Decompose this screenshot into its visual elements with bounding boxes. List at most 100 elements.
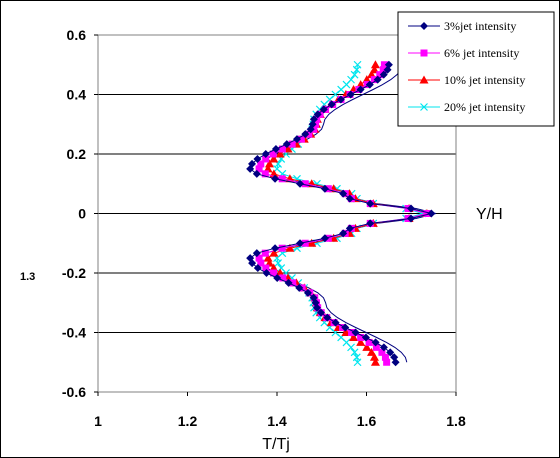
y-tick-label: 0 — [78, 206, 86, 222]
data-point — [312, 303, 321, 312]
data-point — [257, 160, 265, 168]
data-point — [257, 259, 265, 267]
data-point — [271, 244, 280, 253]
y-tick-label: 0.6 — [67, 27, 87, 43]
data-point — [379, 343, 388, 352]
data-point — [336, 95, 345, 104]
data-point — [353, 358, 362, 367]
series-1 — [246, 60, 436, 367]
data-point — [365, 338, 373, 346]
data-point — [406, 214, 415, 223]
data-point — [316, 308, 325, 317]
data-point — [356, 85, 365, 94]
data-point — [284, 278, 293, 287]
data-point — [339, 229, 348, 238]
legend-item: 20% jet intensity — [408, 100, 525, 114]
data-point — [288, 140, 296, 148]
data-point — [320, 234, 329, 243]
data-point — [269, 154, 279, 163]
data-point — [339, 189, 348, 198]
legend-marker — [420, 49, 428, 57]
data-point — [307, 238, 317, 247]
data-point — [246, 164, 255, 173]
data-point — [263, 253, 273, 262]
data-point — [265, 159, 275, 168]
data-point — [349, 332, 359, 341]
data-point — [366, 219, 375, 228]
legend-label: 6% jet intensity — [444, 46, 519, 60]
data-point — [346, 90, 355, 99]
data-point — [292, 135, 301, 144]
series-group — [246, 60, 437, 367]
data-point — [269, 248, 279, 257]
data-point — [282, 140, 291, 149]
stray-label: 1.3 — [20, 271, 35, 283]
legend-label: 3%jet intensity — [444, 19, 516, 33]
data-point — [361, 333, 370, 342]
data-point — [406, 204, 415, 213]
data-point — [279, 274, 287, 282]
data-point — [386, 348, 395, 357]
data-point — [348, 329, 356, 336]
legend-marker — [420, 103, 428, 111]
data-point — [253, 264, 262, 273]
data-point — [278, 175, 286, 183]
data-point — [269, 269, 277, 277]
legend-item: 3%jet intensity — [408, 19, 516, 33]
legend-item: 6% jet intensity — [408, 46, 519, 60]
data-point — [295, 239, 304, 248]
y-axis-title: Y/H — [476, 206, 503, 223]
data-point — [383, 65, 392, 74]
data-point — [427, 209, 436, 218]
data-point — [255, 165, 263, 173]
x-axis-ticks: 1 1.2 1.4 1.6 1.8 — [94, 392, 466, 429]
x-tick-label: 1.4 — [267, 413, 287, 429]
data-point — [261, 249, 269, 257]
data-point — [381, 353, 389, 361]
data-point — [378, 348, 386, 356]
data-point — [423, 210, 431, 217]
data-point — [297, 135, 305, 143]
legend-marker — [420, 22, 428, 30]
data-point — [285, 243, 295, 252]
data-point — [271, 174, 280, 183]
data-point — [357, 333, 365, 341]
data-point — [345, 224, 354, 233]
data-point — [327, 100, 336, 109]
data-point — [262, 269, 271, 277]
data-point — [370, 357, 380, 366]
y-axis-ticks: -0.6 -0.4 -0.2 0 0.2 0.4 0.6 — [62, 27, 98, 400]
legend-item: 10% jet intensity — [408, 73, 525, 87]
data-point — [352, 65, 361, 74]
data-point — [366, 347, 376, 356]
data-point — [252, 169, 261, 178]
data-point — [345, 194, 354, 203]
data-point — [356, 337, 366, 346]
data-point — [319, 105, 328, 114]
y-tick-label: -0.2 — [62, 265, 86, 281]
data-point — [261, 150, 270, 158]
data-point — [252, 249, 261, 258]
data-point — [371, 338, 380, 347]
data-point — [303, 288, 312, 297]
legend-marker — [419, 75, 429, 84]
x-tick-label: 1.2 — [178, 413, 198, 429]
data-point — [273, 273, 282, 282]
data-point — [372, 343, 380, 351]
data-point — [289, 279, 297, 287]
data-point — [379, 70, 388, 79]
data-point — [278, 145, 286, 153]
data-point — [323, 313, 332, 322]
x-axis-title: T/Tj — [262, 436, 290, 453]
data-point — [255, 254, 263, 262]
reference-line — [258, 64, 437, 363]
data-point — [370, 60, 380, 69]
legend: 3%jet intensity 6% jet intensity 10% jet i… — [397, 11, 555, 127]
data-point — [301, 239, 309, 247]
y-tick-label: -0.6 — [62, 384, 86, 400]
data-point — [261, 170, 269, 178]
data-point — [365, 80, 374, 89]
data-point — [301, 130, 310, 139]
data-point — [269, 150, 277, 158]
data-point — [301, 180, 309, 188]
